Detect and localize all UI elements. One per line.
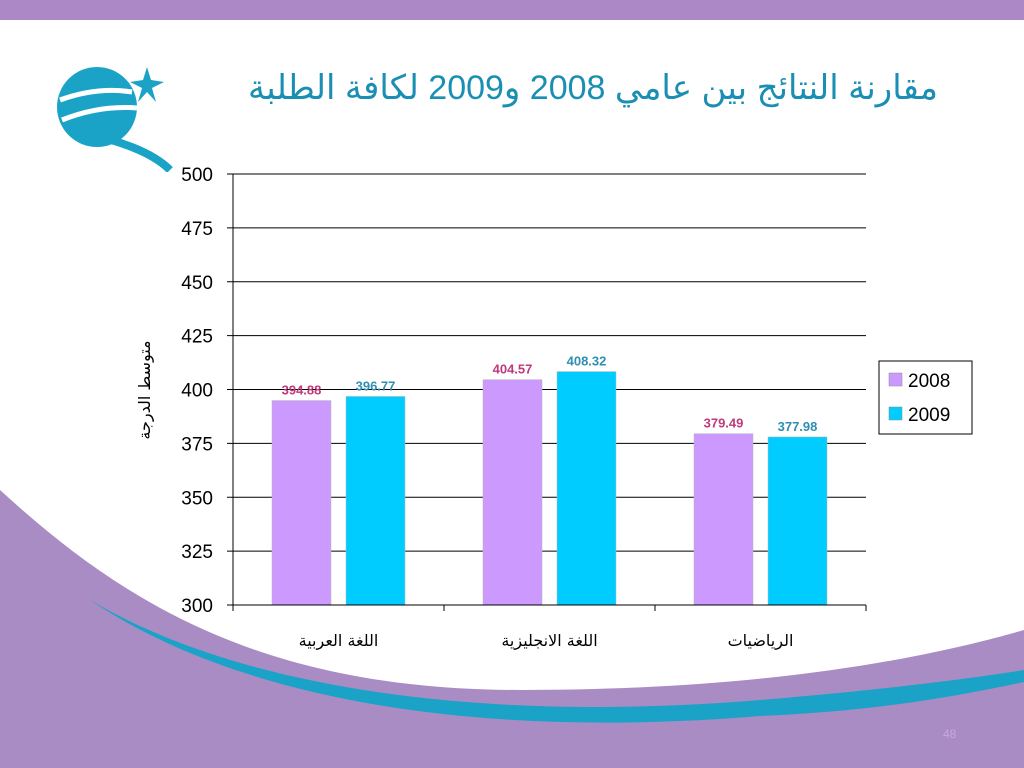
y-tick-label: 425 <box>181 327 213 348</box>
bar <box>345 396 406 606</box>
bar <box>556 371 617 606</box>
y-tick-label: 300 <box>181 596 213 617</box>
y-tick-label: 400 <box>181 381 213 402</box>
x-tick-label: اللغة الانجليزية <box>501 631 597 651</box>
data-label: 394.88 <box>282 383 322 398</box>
bar <box>271 400 332 606</box>
y-tick-label: 475 <box>181 219 213 240</box>
bar <box>693 433 754 606</box>
data-label: 404.57 <box>493 362 533 377</box>
page-number: 48 <box>943 727 957 741</box>
y-axis-label: متوسط الدرجة <box>135 340 155 439</box>
y-tick-label: 375 <box>181 434 213 455</box>
data-label: 377.98 <box>778 419 818 434</box>
bar <box>767 436 828 606</box>
y-tick-label: 350 <box>181 488 213 509</box>
legend-swatch <box>888 372 903 387</box>
data-label: 379.49 <box>704 416 744 431</box>
legend-swatch <box>888 406 903 421</box>
bar <box>482 379 543 606</box>
x-tick-label: الرياضيات <box>728 631 794 651</box>
top-band <box>0 0 1024 20</box>
x-tick-label: اللغة العربية <box>299 631 379 651</box>
y-tick-label: 500 <box>181 165 213 186</box>
slide-title: مقارنة النتائج بين عامي 2008 و2009 لكافة… <box>247 69 938 107</box>
logo-icon <box>57 67 173 172</box>
teal-wave <box>90 600 1024 723</box>
data-label: 396.77 <box>356 378 396 393</box>
y-tick-label: 450 <box>181 273 213 294</box>
legend-label: 2009 <box>908 405 950 426</box>
data-label: 408.32 <box>567 354 607 369</box>
legend-label: 2008 <box>908 371 950 392</box>
y-tick-label: 325 <box>181 542 213 563</box>
purple-wave <box>0 490 1024 768</box>
